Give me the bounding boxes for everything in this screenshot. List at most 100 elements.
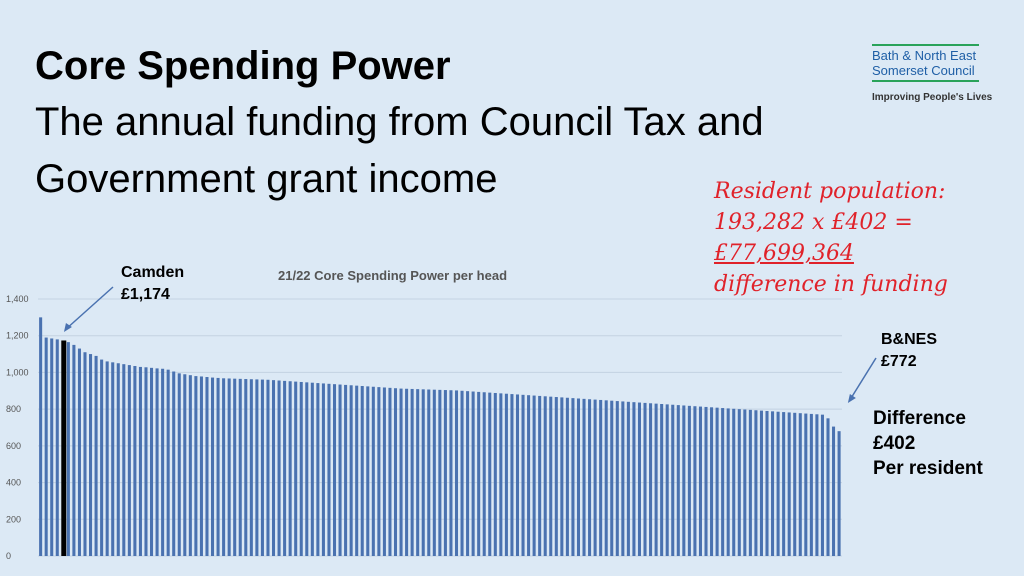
bar bbox=[593, 399, 597, 556]
page-subtitle: The annual funding from Council Tax and … bbox=[35, 100, 764, 201]
bar bbox=[100, 359, 104, 556]
bar bbox=[366, 386, 370, 556]
bar bbox=[793, 412, 797, 556]
bar bbox=[410, 388, 414, 556]
logo-rule-bottom bbox=[872, 80, 979, 82]
bnes-callout: B&NES £772 bbox=[881, 329, 937, 373]
bar bbox=[737, 409, 741, 556]
bar bbox=[615, 401, 619, 556]
bar bbox=[687, 405, 691, 556]
bar bbox=[654, 403, 658, 556]
y-tick-label: 1,400 bbox=[6, 294, 29, 304]
bar bbox=[371, 386, 375, 556]
bar bbox=[820, 414, 824, 556]
bar bbox=[660, 404, 664, 556]
bar bbox=[698, 406, 702, 556]
page-title: Core Spending Power bbox=[35, 44, 451, 88]
bar bbox=[66, 342, 70, 556]
bar bbox=[621, 401, 625, 556]
bar bbox=[83, 352, 87, 556]
bar bbox=[748, 409, 752, 556]
logo-tagline: Improving People's Lives bbox=[872, 92, 993, 103]
bar bbox=[488, 392, 492, 556]
bar bbox=[399, 388, 403, 556]
bar bbox=[382, 387, 386, 556]
bar bbox=[310, 382, 314, 556]
bar bbox=[626, 401, 630, 556]
bar bbox=[477, 391, 481, 556]
bar bbox=[515, 394, 520, 556]
bar bbox=[460, 390, 464, 556]
camden-arrowhead bbox=[63, 323, 72, 332]
bar bbox=[576, 398, 581, 556]
bar bbox=[255, 379, 259, 556]
council-logo: Bath & North East Somerset Council Impro… bbox=[872, 44, 993, 103]
bar bbox=[127, 365, 131, 556]
y-tick-label: 1,000 bbox=[6, 367, 29, 377]
y-tick-label: 200 bbox=[6, 514, 21, 524]
bar bbox=[210, 377, 215, 556]
bar bbox=[377, 387, 381, 556]
logo-line-2: Somerset Council bbox=[872, 63, 975, 78]
bar bbox=[260, 379, 264, 556]
note-line-2: 193,282 x £402 = bbox=[714, 210, 913, 235]
bar bbox=[521, 394, 525, 556]
bar bbox=[427, 389, 431, 556]
bnes-arrow bbox=[849, 357, 877, 401]
bar bbox=[432, 389, 436, 556]
bar bbox=[787, 412, 791, 556]
camden-label: Camden bbox=[121, 264, 185, 281]
bar bbox=[421, 389, 425, 556]
bar bbox=[77, 348, 81, 556]
bar bbox=[565, 397, 569, 556]
bar bbox=[294, 381, 298, 556]
bar bbox=[682, 405, 686, 556]
bar bbox=[305, 382, 309, 556]
bar bbox=[704, 406, 708, 556]
bar bbox=[604, 400, 608, 556]
bar bbox=[249, 379, 253, 556]
bar bbox=[554, 397, 558, 556]
bar bbox=[332, 384, 337, 556]
bar bbox=[271, 380, 276, 556]
bar bbox=[161, 368, 165, 556]
bar bbox=[393, 388, 398, 556]
bar bbox=[504, 393, 508, 556]
bar bbox=[155, 368, 159, 556]
bar bbox=[233, 378, 237, 556]
bar bbox=[105, 361, 109, 556]
bar bbox=[321, 383, 325, 556]
bar bbox=[837, 431, 841, 556]
bar bbox=[466, 391, 470, 556]
bar bbox=[599, 399, 603, 556]
handwritten-note: Resident population: 193,282 x £402 = £7… bbox=[714, 176, 948, 300]
bar bbox=[94, 355, 98, 556]
bar bbox=[216, 377, 220, 556]
bar bbox=[416, 389, 420, 556]
bar bbox=[199, 376, 203, 556]
bar bbox=[637, 402, 641, 556]
title-block: Core Spending Power The annual funding f… bbox=[35, 38, 815, 208]
note-line-4: difference in funding bbox=[714, 272, 948, 297]
bar bbox=[72, 344, 76, 556]
bar bbox=[582, 398, 586, 556]
note-line-1: Resident population: bbox=[714, 179, 946, 204]
bar bbox=[177, 373, 181, 556]
bar bbox=[482, 392, 486, 556]
bar bbox=[227, 378, 231, 556]
bar bbox=[194, 376, 198, 556]
bar bbox=[222, 378, 226, 556]
bar bbox=[299, 381, 303, 556]
bar bbox=[754, 410, 758, 556]
bar bbox=[665, 404, 669, 556]
bar bbox=[266, 379, 270, 556]
bar bbox=[471, 391, 475, 556]
bnes-arrowhead bbox=[847, 394, 856, 403]
bar bbox=[166, 369, 170, 556]
bar bbox=[205, 377, 209, 556]
bar bbox=[122, 364, 126, 556]
bar bbox=[172, 371, 176, 556]
bar bbox=[188, 375, 192, 556]
bar bbox=[809, 413, 813, 556]
bar bbox=[244, 379, 248, 556]
